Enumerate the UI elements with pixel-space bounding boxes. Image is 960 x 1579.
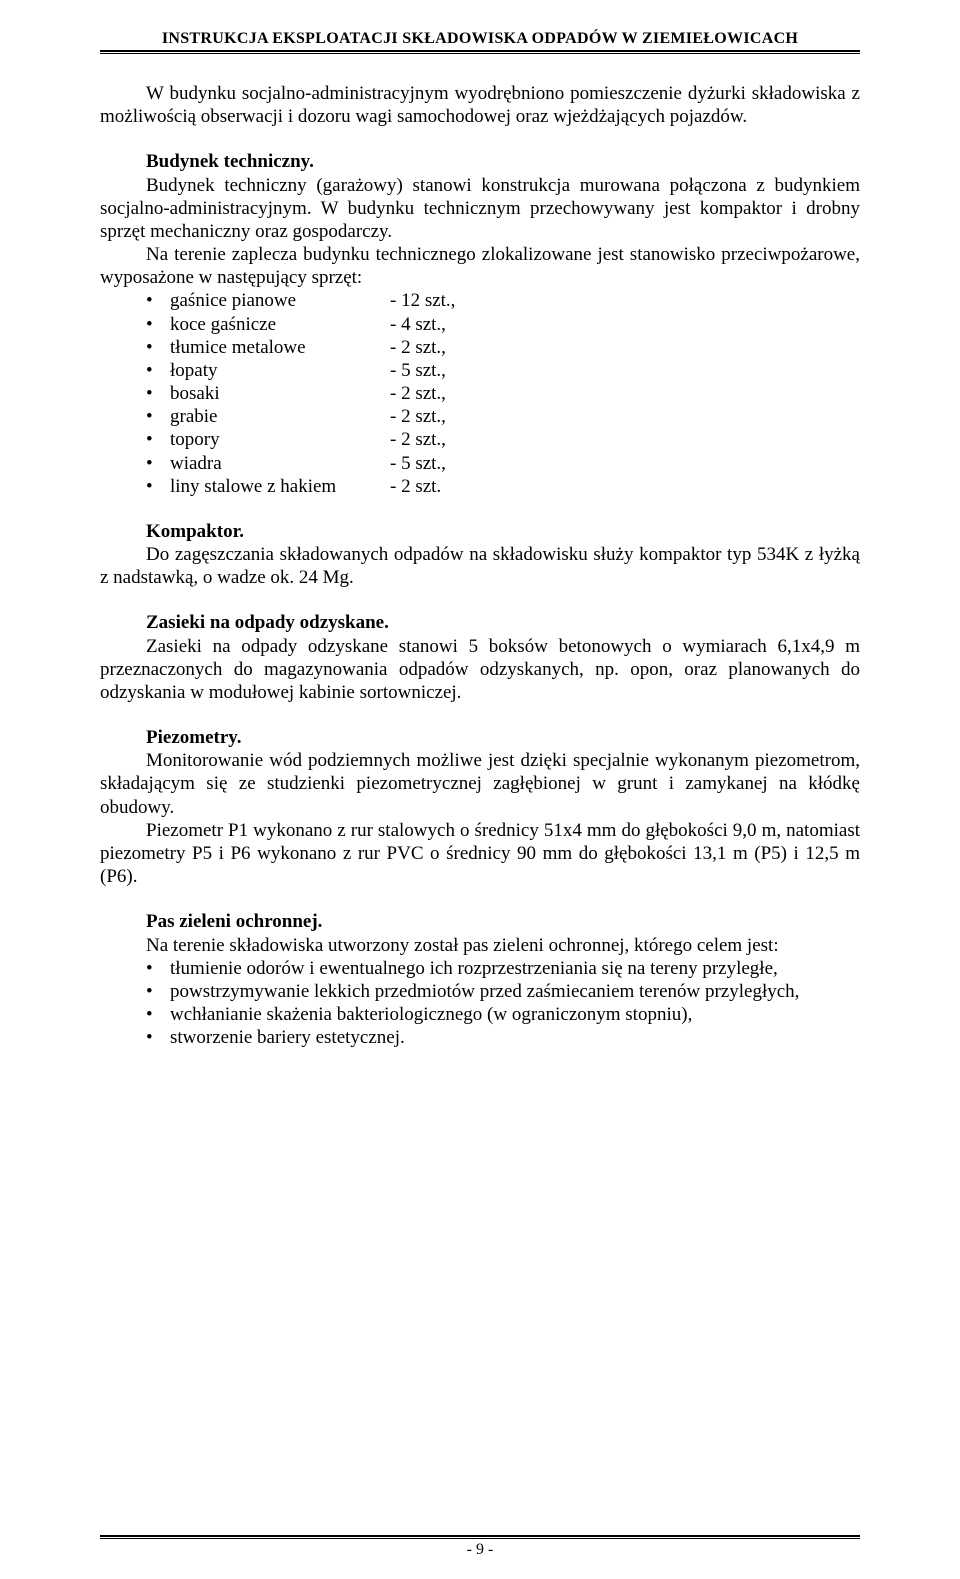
equipment-item: koce gaśnicze- 4 szt., — [100, 313, 860, 336]
equipment-item: topory- 2 szt., — [100, 428, 860, 451]
equipment-qty: - 5 szt., — [390, 452, 446, 475]
equipment-qty: - 4 szt., — [390, 313, 446, 336]
equipment-item: gaśnice pianowe- 12 szt., — [100, 289, 860, 312]
equipment-qty: - 2 szt., — [390, 382, 446, 405]
equipment-name: tłumice metalowe — [170, 336, 390, 359]
equipment-list: gaśnice pianowe- 12 szt., koce gaśnicze-… — [100, 289, 860, 498]
equipment-item: liny stalowe z hakiem- 2 szt. — [100, 475, 860, 498]
greenbelt-aims-list: tłumienie odorów i ewentualnego ich rozp… — [100, 957, 860, 1050]
header-rule-thin — [100, 53, 860, 54]
equipment-item: grabie- 2 szt., — [100, 405, 860, 428]
equipment-qty: - 2 szt., — [390, 405, 446, 428]
kompaktor-p1: Do zagęszczania składowanych odpadów na … — [100, 543, 860, 589]
equipment-qty: - 2 szt., — [390, 336, 446, 359]
header-rule-thick — [100, 50, 860, 52]
tech-building-p2: Na terenie zaplecza budynku technicznego… — [100, 243, 860, 289]
document-page: INSTRUKCJA EKSPLOATACJI SKŁADOWISKA ODPA… — [0, 0, 960, 1579]
piezometry-p1: Monitorowanie wód podziemnych możliwe je… — [100, 749, 860, 819]
equipment-name: wiadra — [170, 452, 390, 475]
equipment-qty: - 2 szt. — [390, 475, 441, 498]
intro-paragraph: W budynku socjalno-administracyjnym wyod… — [100, 82, 860, 128]
equipment-name: topory — [170, 428, 390, 451]
greenbelt-aim: stworzenie bariery estetycznej. — [100, 1026, 860, 1049]
page-number: - 9 - — [0, 1541, 960, 1559]
section-heading-pas-zieleni: Pas zieleni ochronnej. — [100, 910, 860, 933]
zasieki-p1: Zasieki na odpady odzyskane stanowi 5 bo… — [100, 635, 860, 705]
greenbelt-aim: wchłanianie skażenia bakteriologicznego … — [100, 1003, 860, 1026]
equipment-qty: - 5 szt., — [390, 359, 446, 382]
section-heading-kompaktor: Kompaktor. — [100, 520, 860, 543]
equipment-name: koce gaśnicze — [170, 313, 390, 336]
greenbelt-aim: tłumienie odorów i ewentualnego ich rozp… — [100, 957, 860, 980]
section-heading-piezometry: Piezometry. — [100, 726, 860, 749]
section-heading-zasieki: Zasieki na odpady odzyskane. — [100, 611, 860, 634]
equipment-name: liny stalowe z hakiem — [170, 475, 390, 498]
equipment-name: łopaty — [170, 359, 390, 382]
footer-rule-thick — [100, 1535, 860, 1537]
equipment-item: bosaki- 2 szt., — [100, 382, 860, 405]
equipment-name: gaśnice pianowe — [170, 289, 390, 312]
piezometry-p2: Piezometr P1 wykonano z rur stalowych o … — [100, 819, 860, 889]
equipment-qty: - 2 szt., — [390, 428, 446, 451]
page-footer: - 9 - — [0, 1535, 960, 1559]
greenbelt-aim: powstrzymywanie lekkich przedmiotów prze… — [100, 980, 860, 1003]
equipment-item: tłumice metalowe- 2 szt., — [100, 336, 860, 359]
equipment-item: wiadra- 5 szt., — [100, 452, 860, 475]
equipment-qty: - 12 szt., — [390, 289, 455, 312]
tech-building-p1: Budynek techniczny (garażowy) stanowi ko… — [100, 174, 860, 244]
pas-zieleni-p1: Na terenie składowiska utworzony został … — [100, 934, 860, 957]
equipment-name: bosaki — [170, 382, 390, 405]
equipment-item: łopaty- 5 szt., — [100, 359, 860, 382]
equipment-name: grabie — [170, 405, 390, 428]
footer-rule-thin — [100, 1538, 860, 1539]
section-heading-tech-building: Budynek techniczny. — [100, 150, 860, 173]
page-header: INSTRUKCJA EKSPLOATACJI SKŁADOWISKA ODPA… — [100, 30, 860, 48]
